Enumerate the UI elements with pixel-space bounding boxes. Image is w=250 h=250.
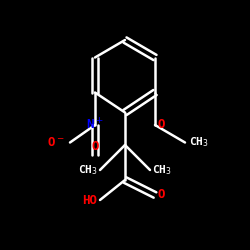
Text: CH$_3$: CH$_3$ bbox=[78, 163, 98, 177]
Text: O: O bbox=[158, 188, 165, 202]
Text: CH$_3$: CH$_3$ bbox=[152, 163, 172, 177]
Text: N$^+$: N$^+$ bbox=[86, 117, 104, 133]
Text: O: O bbox=[91, 140, 99, 152]
Text: CH$_3$: CH$_3$ bbox=[189, 136, 208, 149]
Text: O$^-$: O$^-$ bbox=[47, 136, 65, 149]
Text: HO: HO bbox=[82, 194, 98, 206]
Text: O: O bbox=[158, 118, 165, 132]
